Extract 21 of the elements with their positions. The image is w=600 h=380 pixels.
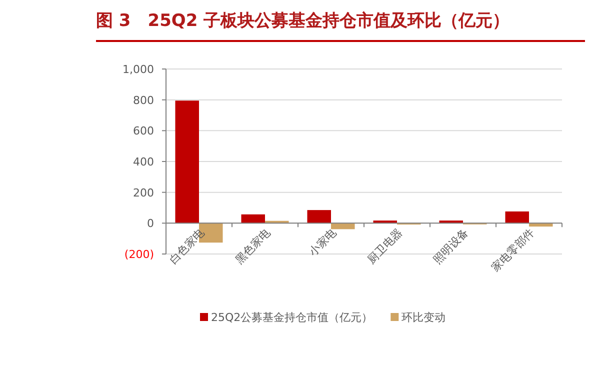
y-tick-label: 1,000 xyxy=(122,63,154,76)
x-tick-label: 厨卫电器 xyxy=(364,226,406,266)
y-tick-label: 400 xyxy=(133,156,154,168)
bar xyxy=(241,214,265,224)
bar xyxy=(307,210,331,224)
x-tick-label: 白色家电 xyxy=(166,226,208,266)
y-tick-label: (200) xyxy=(124,248,154,261)
bar xyxy=(331,223,355,230)
x-tick-label: 照明设备 xyxy=(430,226,472,266)
x-tick-label: 家电零部件 xyxy=(489,226,538,274)
legend-label: 环比变动 xyxy=(402,311,446,324)
x-tick-label: 小家电 xyxy=(306,226,340,259)
bar xyxy=(505,211,529,224)
x-tick-label: 黑色家电 xyxy=(232,226,274,266)
legend-label: 25Q2公募基金持仓市值（亿元） xyxy=(211,311,373,324)
title: 图 3 25Q2 子板块公募基金持仓市值及环比（亿元） xyxy=(96,11,510,31)
y-tick-label: 600 xyxy=(133,124,154,138)
bar xyxy=(175,100,199,224)
y-tick-label: 0 xyxy=(147,217,154,230)
y-tick-label: 800 xyxy=(133,94,154,107)
y-tick-label: 200 xyxy=(133,186,154,200)
